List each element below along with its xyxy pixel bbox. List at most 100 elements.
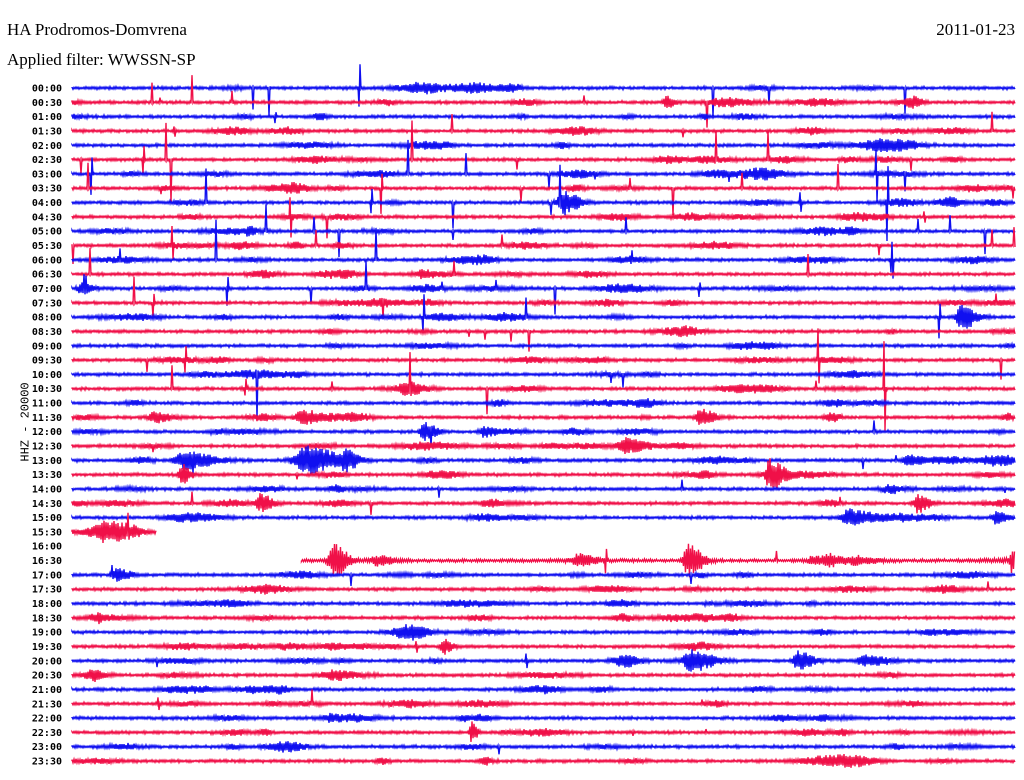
row-time-label: 08:00 [32,313,62,324]
trace-0730 [71,276,1016,319]
row-time-label: 12:30 [32,442,62,453]
row-time-label: 23:30 [32,757,62,768]
trace-2230 [71,721,1016,742]
trace-0430 [71,197,1016,239]
trace-0000 [71,64,1016,117]
trace-1430 [71,491,1016,515]
row-time-label: 22:00 [32,714,62,725]
trace-2300 [71,741,1016,755]
trace-0930 [71,328,1016,384]
row-time-label: 17:00 [32,570,62,581]
trace-2100 [71,684,1016,695]
trace-0330 [71,162,1016,216]
trace-1400 [71,479,1016,498]
date-label: 2011-01-23 [936,20,1015,39]
trace-0130 [71,111,1016,138]
row-time-label: 07:00 [32,284,62,295]
row-time-label: 05:30 [32,241,62,252]
row-time-label: 09:30 [32,356,62,367]
row-time-label: 02:00 [32,141,62,152]
row-time-label: 06:00 [32,255,62,266]
row-time-label: 17:30 [32,585,62,596]
trace-1300 [71,445,1016,475]
row-time-label: 19:30 [32,642,62,653]
row-time-label: 00:00 [32,84,62,95]
row-time-label: 18:00 [32,599,62,610]
row-time-label: 02:30 [32,155,62,166]
row-time-label: 13:30 [32,470,62,481]
trace-1730 [71,581,1016,595]
row-time-label: 22:30 [32,728,62,739]
row-time-label: 16:00 [32,542,62,553]
trace-0630 [71,248,1016,280]
row-time-label: 11:00 [32,399,62,410]
row-time-label: 16:30 [32,556,62,567]
station-title: HA Prodromos-Domvrena [7,20,187,39]
trace-0300 [71,139,1016,203]
row-time-label: 21:00 [32,685,62,696]
row-time-label: 00:30 [32,98,62,109]
trace-1130 [71,408,1016,425]
trace-1830 [71,612,1016,625]
trace-0530 [71,225,1016,265]
row-time-label: 14:00 [32,484,62,495]
row-time-label: 18:30 [32,613,62,624]
row-time-label: 09:00 [32,341,62,352]
trace-0700 [71,261,1016,315]
row-time-label: 12:00 [32,427,62,438]
trace-1000 [71,369,1016,419]
row-time-label: 13:00 [32,456,62,467]
row-time-label: 06:30 [32,270,62,281]
trace-1800 [71,598,1016,609]
row-time-label: 14:30 [32,499,62,510]
row-time-label: 23:00 [32,742,62,753]
trace-0100 [71,111,1016,124]
trace-0800 [71,294,1016,339]
trace-2200 [71,712,1016,723]
trace-1900 [71,624,1016,641]
row-time-label: 04:30 [32,212,62,223]
trace-0230 [71,120,1016,203]
trace-0400 [71,164,1016,242]
trace-1100 [71,398,1016,409]
trace-0200 [71,138,1016,153]
trace-0900 [71,340,1016,351]
trace-2000 [71,649,1016,672]
trace-1030 [71,341,1016,431]
trace-2330 [71,754,1016,768]
row-time-label: 04:00 [32,198,62,209]
row-time-label: 10:00 [32,370,62,381]
row-time-label: 21:30 [32,699,62,710]
trace-1630 [300,543,1016,578]
row-time-label: 03:00 [32,169,62,180]
row-time-label: 15:30 [32,527,62,538]
filter-label: Applied filter: WWSSN-SP [7,50,196,69]
trace-0600 [71,219,1016,279]
row-time-label: 05:00 [32,227,62,238]
row-time-label: 01:30 [32,126,62,137]
trace-0030 [71,75,1016,128]
row-time-label: 01:00 [32,112,62,123]
row-time-label: 20:00 [32,656,62,667]
row-time-label: 11:30 [32,413,62,424]
trace-1330 [71,458,1016,489]
row-time-label: 15:00 [32,513,62,524]
trace-1500 [71,508,1016,526]
trace-0500 [71,204,1016,258]
trace-2030 [71,669,1016,682]
trace-2130 [71,689,1016,711]
row-time-label: 10:30 [32,384,62,395]
row-time-label: 19:00 [32,628,62,639]
trace-1930 [71,638,1016,655]
trace-1200 [71,420,1016,448]
trace-1700 [71,565,1016,586]
trace-0830 [71,325,1016,352]
row-time-label: 03:30 [32,184,62,195]
row-time-label: 20:30 [32,671,62,682]
trace-1530 [71,512,157,544]
row-time-label: 08:30 [32,327,62,338]
row-time-label: 07:30 [32,298,62,309]
trace-1230 [71,437,1016,455]
